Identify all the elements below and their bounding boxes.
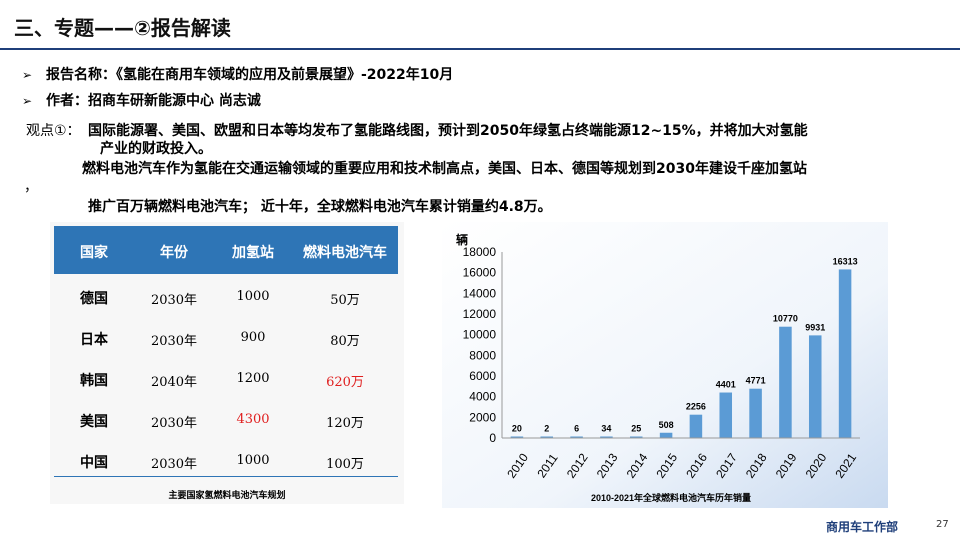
y-tick-label: 8000 (469, 348, 496, 362)
chart-bar (719, 392, 733, 438)
arrow-bullet-icon: ➢ (22, 68, 33, 82)
sales-chart-svg: 辆 0 2000 4000 6000 8000 10000 12000 14000 16000 1… (442, 222, 888, 508)
table-cell-vehicles-highlight: 620万 (326, 375, 364, 390)
table-header-cell: 加氢站 (232, 245, 274, 261)
table-header-cell: 国家 (80, 245, 108, 261)
table-caption: 主要国家氢燃料电池汽车规划 (168, 491, 286, 501)
viewpoint-line-3: 燃料电池汽车作为氢能在交通运输领域的重要应用和技术制高点，美国、日本、德国等规划… (82, 161, 807, 177)
table-cell-stations: 1000 (236, 453, 270, 468)
viewpoint-label: 观点①： (26, 123, 81, 139)
bar-value-label: 20 (512, 424, 522, 434)
bar-value-label: 10770 (773, 314, 798, 324)
chart-bar (779, 326, 792, 438)
bar-value-label: 4771 (746, 376, 766, 386)
y-tick-label: 10000 (463, 328, 497, 342)
y-axis-label: 辆 (456, 232, 468, 247)
table-cell-vehicles: 80万 (330, 334, 360, 349)
table-cell-vehicles: 120万 (326, 416, 364, 431)
table-cell-country: 中国 (80, 455, 108, 471)
table-cell-vehicles: 50万 (330, 293, 360, 308)
chart-bar (629, 436, 643, 438)
chart-bar (808, 335, 822, 438)
report-author-text: 作者：招商车研新能源中心 尚志诚 (46, 93, 261, 109)
table-header-cell: 年份 (160, 245, 188, 261)
viewpoint-line-5: 推广百万辆燃料电池汽车； 近十年，全球燃料电池汽车累计销量约4.8万。 (88, 199, 552, 215)
y-tick-label: 0 (489, 431, 496, 445)
table-header-row: 国家 年份 加氢站 燃料电池汽车 (54, 226, 398, 274)
table-cell-vehicles: 100万 (326, 457, 364, 472)
chart-bar (689, 414, 703, 438)
table-row: 美国 2030年 4300 120万 (54, 407, 398, 447)
table-cell-year: 2040年 (150, 375, 198, 390)
arrow-bullet-icon: ➢ (22, 94, 33, 108)
report-author-bullet: ➢ 作者：招商车研新能源中心 尚志诚 (22, 90, 261, 110)
chart-bar (600, 436, 613, 438)
y-tick-label: 16000 (463, 266, 497, 280)
table-cell-country: 日本 (80, 332, 108, 348)
table-cell-stations: 1200 (236, 371, 270, 386)
chart-title: 2010-2021年全球燃料电池汽车历年销量 (591, 492, 751, 503)
table-row: 日本 2030年 900 80万 (54, 325, 398, 365)
viewpoint-line-2: 产业的财政投入。 (100, 141, 212, 157)
bar-value-label: 9931 (805, 322, 825, 332)
bar-value-label: 6 (574, 424, 579, 434)
chart-bar (540, 436, 554, 438)
y-tick-label: 4000 (469, 390, 496, 404)
table-row: 韩国 2040年 1200 620万 (54, 366, 398, 406)
table-row: 中国 2030年 1000 100万 (54, 448, 398, 488)
chart-bar (838, 269, 852, 438)
table-cell-year: 2030年 (150, 293, 198, 308)
chart-bar (570, 436, 583, 438)
table-cell-year: 2030年 (150, 416, 198, 431)
table-row: 德国 2030年 1000 50万 (54, 284, 398, 324)
bar-value-label: 25 (631, 424, 641, 434)
bar-value-label: 34 (601, 424, 611, 434)
bar-value-label: 508 (659, 420, 674, 430)
report-name-bullet: ➢ 报告名称：《氢能在商用车领域的应用及前景展望》-2022年10月 (22, 64, 453, 84)
title-divider (0, 48, 960, 50)
plan-table: 国家 年份 加氢站 燃料电池汽车 德国 2030年 1000 50万 日本 20… (50, 222, 404, 504)
chart-bar (510, 436, 524, 438)
report-name-text: 报告名称：《氢能在商用车领域的应用及前景展望》-2022年10月 (46, 67, 454, 83)
y-tick-label: 14000 (463, 286, 497, 300)
table-cell-stations-highlight: 4300 (236, 412, 270, 427)
table-header-cell: 燃料电池汽车 (303, 245, 387, 261)
title-bar: 三、专题——②报告解读 (0, 0, 960, 56)
table-cell-stations: 1000 (236, 289, 270, 304)
sales-chart: 辆 0 2000 4000 6000 8000 10000 12000 14000 16000 1… (442, 222, 888, 508)
bar-value-label: 4401 (716, 380, 736, 390)
table-cell-country: 美国 (80, 414, 108, 430)
viewpoint-line-4: ， (24, 179, 38, 195)
page-number: 27 (936, 519, 949, 530)
chart-bar (659, 432, 673, 438)
table-cell-country: 韩国 (80, 373, 108, 389)
y-tick-label: 2000 (469, 410, 496, 424)
viewpoint-line-1: 国际能源署、美国、欧盟和日本等均发布了氢能路线图，预计到2050年绿氢占终端能源… (88, 123, 808, 139)
page-title: 三、专题——②报告解读 (14, 16, 231, 40)
chart-bar (749, 388, 762, 438)
table-cell-year: 2030年 (150, 334, 198, 349)
table-cell-country: 德国 (80, 291, 108, 307)
y-tick-label: 6000 (469, 369, 496, 383)
bar-value-label: 2256 (686, 402, 706, 412)
table-cell-year: 2030年 (150, 457, 198, 472)
table-bottom-rule (54, 476, 398, 477)
y-tick-label: 18000 (463, 245, 497, 259)
bar-value-label: 2 (544, 424, 549, 434)
footer-department: 商用车工作部 (826, 520, 899, 534)
y-tick-label: 12000 (463, 307, 497, 321)
bar-value-label: 16313 (833, 256, 858, 266)
table-cell-stations: 900 (240, 330, 266, 345)
